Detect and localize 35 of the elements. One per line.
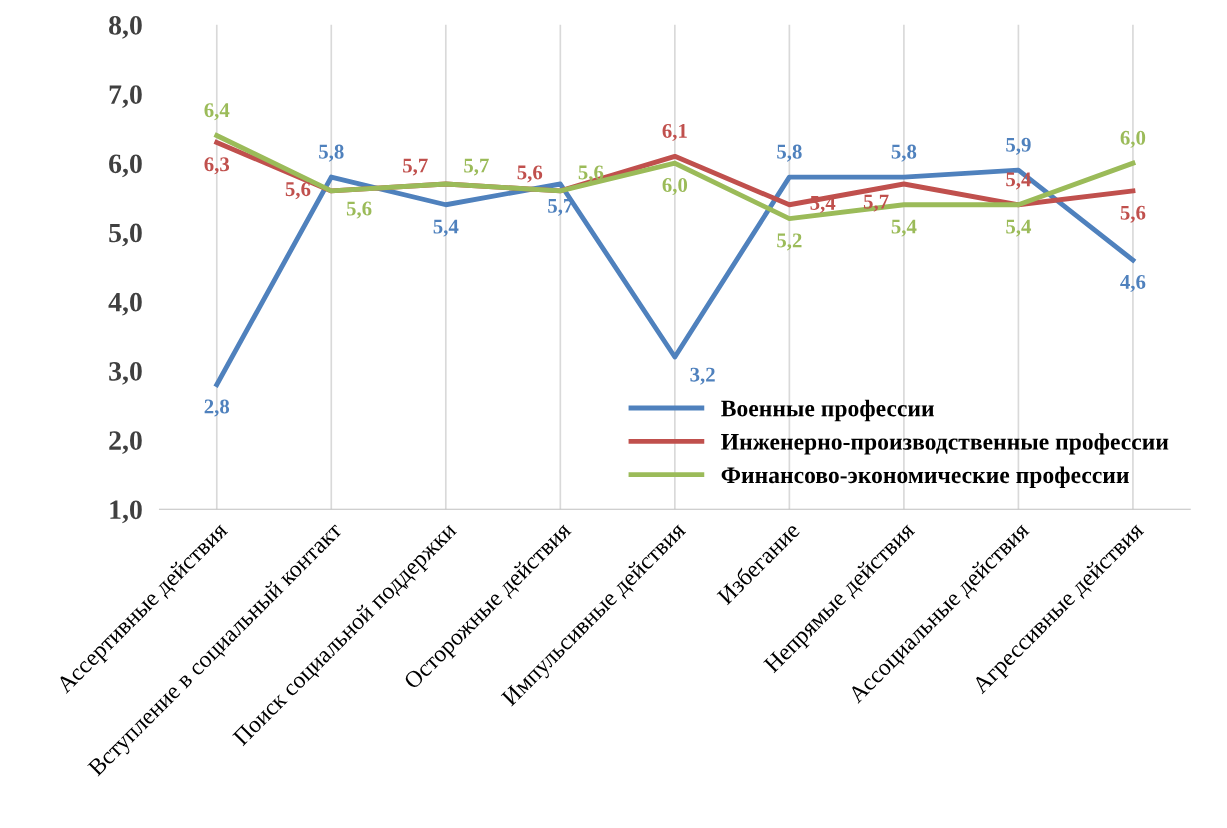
- data-label: 5,4: [433, 219, 459, 237]
- data-label: 5,2: [777, 233, 802, 251]
- legend-label: Инженерно-производственные профессии: [721, 433, 1169, 455]
- data-label: 5,7: [403, 158, 428, 176]
- y-tick-label: 5,0: [109, 223, 142, 247]
- data-label: 5,6: [517, 165, 543, 183]
- data-label: 5,6: [1120, 205, 1146, 223]
- data-label: 5,4: [1006, 172, 1032, 190]
- data-label: 3,2: [690, 367, 715, 385]
- legend-label: Военные профессии: [721, 399, 934, 422]
- data-label: 5,8: [777, 144, 802, 162]
- y-tick-label: 8,0: [109, 16, 142, 39]
- data-label: 4,6: [1120, 274, 1146, 292]
- legend-label: Финансово-экономические профессии: [721, 466, 1129, 488]
- data-label: 5,9: [1006, 137, 1031, 155]
- data-label: 5,6: [346, 201, 372, 219]
- y-tick-label: 6,0: [109, 154, 142, 178]
- data-label: 2,8: [204, 399, 230, 417]
- data-label: 5,7: [464, 158, 489, 176]
- y-tick-label: 2,0: [109, 431, 142, 454]
- data-label: 5,4: [1006, 219, 1032, 237]
- y-tick-label: 7,0: [109, 85, 142, 108]
- data-label: 5,8: [891, 144, 917, 162]
- y-tick-label: 4,0: [108, 292, 142, 316]
- data-label: 5,4: [891, 219, 917, 237]
- data-label: 6,0: [1120, 130, 1146, 148]
- y-tick-label: 3,0: [109, 361, 142, 385]
- data-label: 5,6: [578, 165, 604, 183]
- data-label: 6,0: [662, 178, 688, 196]
- y-tick-label: 1,0: [110, 500, 142, 524]
- data-label: 6,4: [204, 103, 230, 121]
- data-label: 5,6: [285, 182, 311, 200]
- data-label: 6,1: [662, 123, 687, 141]
- data-label: 5,8: [319, 144, 344, 162]
- data-label: 6,3: [204, 157, 230, 175]
